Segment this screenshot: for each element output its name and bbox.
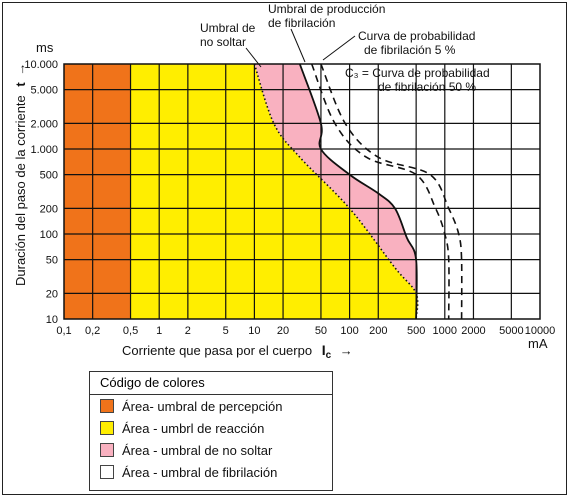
legend-item-reaccion: Área - umbrl de reacción	[100, 417, 332, 439]
annotation-curva-5-line1: Curva de probabilidad	[358, 29, 475, 43]
curve-c2	[298, 64, 418, 319]
y-axis-symbol: t	[13, 82, 28, 87]
color-legend: Código de colores Área- umbral de percep…	[89, 371, 333, 491]
annotation-produccion-leader	[290, 28, 306, 63]
x-axis-label-text: Corriente que pasa por el cuerpo	[122, 343, 312, 358]
y-tick-label: 1.000	[30, 144, 58, 156]
x-tick-label: 2000	[461, 325, 485, 337]
legend-swatch-no-soltar	[100, 443, 114, 457]
x-tick-label: 1000	[433, 325, 457, 337]
y-unit-label: ms	[36, 40, 54, 55]
x-tick-label: 200	[369, 325, 387, 337]
legend-item-percepcion: Área- umbral de percepción	[100, 395, 332, 417]
y-tick-label: 20	[46, 288, 58, 300]
legend-item-fibrilacion: Área - umbral de fibrilación	[100, 461, 332, 483]
region-percepcion	[64, 64, 131, 319]
annotation-curva-50-line2: de fibrilación 50 %	[378, 80, 476, 94]
legend-swatch-percepcion	[100, 399, 114, 413]
x-axis-symbol: I	[322, 342, 326, 358]
x-tick-label: 0,1	[56, 325, 71, 337]
y-tick-label: 5.000	[30, 85, 58, 97]
legend-title: Código de colores	[90, 372, 332, 395]
x-unit-label: mA	[528, 336, 548, 351]
annotation-curva-50-line1: C₃ = Curva de probabilidad	[345, 66, 490, 80]
x-axis-subscript: c	[326, 350, 332, 361]
y-axis-label-text: Duración del paso de la corriente	[13, 95, 28, 286]
x-tick-label: 10	[248, 325, 260, 337]
y-tick-label: 10.000	[24, 59, 58, 71]
annotation-no-soltar-line2: no soltar	[200, 35, 246, 49]
y-tick-label: 2.000	[30, 118, 58, 130]
x-tick-label: 100	[340, 325, 358, 337]
annotation-curva-50: C₃ = Curva de probabilidad de fibrilació…	[345, 66, 490, 94]
y-axis-label: Duración del paso de la corriente t →	[13, 63, 28, 286]
legend-swatch-fibrilacion	[100, 465, 114, 479]
y-tick-label: 10	[46, 314, 58, 326]
x-tick-label: 1	[156, 325, 162, 337]
region-reaccion	[130, 64, 418, 319]
legend-label-percepcion: Área- umbral de percepción	[122, 398, 283, 414]
legend-label-no-soltar: Área - umbral de no soltar	[122, 442, 273, 458]
plot-border	[63, 63, 541, 320]
x-tick-label: 50	[315, 325, 327, 337]
x-axis-arrow: →	[340, 343, 353, 358]
legend-item-no-soltar: Área - umbral de no soltar	[100, 439, 332, 461]
annotation-no-soltar: Umbral de no soltar	[200, 21, 262, 68]
x-tick-label: 10000	[525, 325, 556, 337]
x-tick-label: 5	[223, 325, 229, 337]
x-tick-label: 5000	[499, 325, 523, 337]
annotation-produccion-line2: de fibrilación	[268, 16, 335, 30]
curve-c3-50	[320, 64, 463, 319]
annotation-produccion: Umbral de producción de fibrilación	[268, 2, 385, 63]
curve-c3-5	[310, 64, 450, 319]
x-axis-label: Corriente que pasa por el cuerpo Ic →	[122, 342, 353, 361]
annotation-no-soltar-leader	[245, 47, 262, 68]
legend-label-reaccion: Área - umbrl de reacción	[122, 420, 265, 436]
y-tick-label: 50	[46, 255, 58, 267]
annotation-curva-5-line2: de fibrilación 5 %	[364, 43, 456, 57]
y-tick-label: 200	[40, 203, 58, 215]
annotation-curva-5-leader	[322, 35, 356, 61]
y-tick-label: 100	[40, 229, 58, 241]
x-tick-label: 2	[185, 325, 191, 337]
region-no-soltar	[254, 64, 418, 319]
annotation-no-soltar-line1: Umbral de	[200, 21, 256, 35]
x-tick-label: 0,5	[123, 325, 138, 337]
annotation-curva-5: Curva de probabilidad de fibrilación 5 %	[322, 29, 475, 61]
legend-label-fibrilacion: Área - umbral de fibrilación	[122, 464, 278, 480]
legend-swatch-reaccion	[100, 421, 114, 435]
y-tick-label: 500	[40, 170, 58, 182]
x-tick-label: 20	[277, 325, 289, 337]
annotation-produccion-line1: Umbral de producción	[268, 2, 385, 16]
y-axis-arrow: →	[13, 63, 28, 76]
x-tick-label: 0,2	[85, 325, 100, 337]
x-tick-label: 500	[407, 325, 425, 337]
